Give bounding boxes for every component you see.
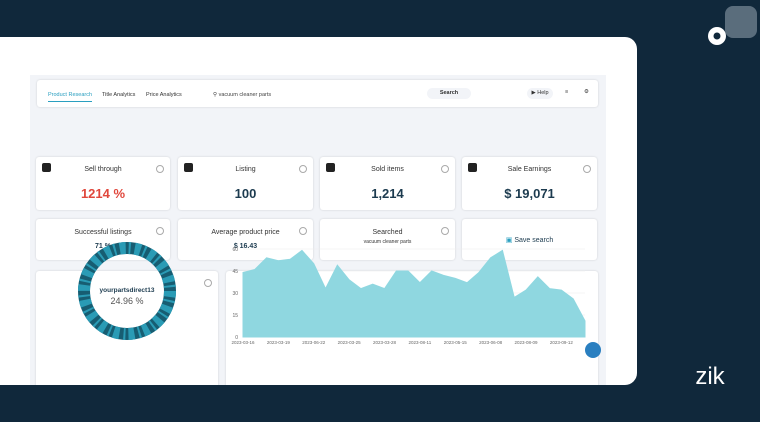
save-search-text: Save search [514, 237, 554, 244]
logo: zik [695, 363, 725, 390]
stat-title: Successful listings [74, 229, 132, 236]
stat-card: Searched vacuum cleaner parts [320, 219, 455, 260]
y-tick-label: 45 [232, 269, 238, 275]
kpi-value: 1214 % [80, 186, 126, 201]
area [242, 249, 586, 338]
eye-pupil [713, 32, 721, 40]
tab[interactable]: Price Analytics [146, 92, 182, 98]
kpi-value: $ 19,071 [504, 186, 555, 201]
search-button[interactable]: Search [427, 88, 471, 99]
x-tick-label: 2023-03-25 [338, 340, 362, 345]
info-icon [441, 227, 449, 235]
menu-icon[interactable]: ≡ [565, 89, 569, 95]
area-chart: 0 15 30 45 60 2023-03-16 2023-03-19 2023-06-22 2… [231, 247, 586, 345]
x-tick-label: 2023-06-22 [302, 340, 326, 345]
x-tick-label: 2023-09-12 [550, 340, 574, 345]
save-search[interactable]: ▣ Save search [505, 237, 554, 244]
y-tick-label: 30 [232, 291, 238, 297]
kpi-title: Listing [235, 166, 256, 173]
stat-value: 71 % [95, 243, 111, 250]
info-icon [156, 227, 164, 235]
x-tick-label: 2023-05-15 [444, 340, 468, 345]
icon [468, 163, 477, 172]
search-text: vacuum cleaner parts [218, 92, 272, 98]
search-input[interactable]: ⚲ vacuum cleaner parts [213, 92, 272, 98]
y-tick-label: 15 [232, 313, 238, 319]
x-tick-label: 2023-03-16 [231, 340, 255, 345]
donut-value: 24.96 % [110, 296, 143, 306]
info-icon [583, 165, 591, 173]
x-tick-label: 2023-08-11 [409, 340, 432, 345]
y-tick-label: 60 [232, 247, 238, 253]
donut-segments [78, 242, 176, 340]
save-search-card[interactable]: ▣ Save search [462, 219, 597, 260]
kpi-card: Sold items 1,214 [320, 157, 455, 210]
info-icon [156, 165, 164, 173]
help-text: Help [537, 90, 549, 96]
x-tick-label: 2023-03-28 [373, 340, 397, 345]
chat-bubble[interactable] [585, 342, 601, 358]
x-tick-label: 2023-08-09 [515, 340, 539, 345]
donut-label: yourpartsdirect13 [100, 287, 155, 294]
kpi-value: 1,214 [371, 186, 404, 201]
settings-icon[interactable]: ⚙ [584, 89, 589, 95]
stat-value: vacuum cleaner parts [363, 239, 412, 245]
stat-value: $ 16.43 [233, 243, 258, 250]
nav-bar: Product Research Title Analytics Price A… [37, 80, 598, 107]
kpi-title: Sold items [371, 166, 404, 173]
info-icon [299, 165, 307, 173]
y-tick-label: 0 [235, 335, 238, 341]
stat-title: Average product price [211, 229, 280, 236]
info-icon [441, 165, 449, 173]
kpi-title: Sale Earnings [507, 166, 552, 173]
kpi-title: Sell through [84, 166, 122, 173]
icon [42, 163, 51, 172]
tab[interactable]: Product Research [48, 92, 93, 102]
kpi-card: Sell through 1214 % [36, 157, 170, 210]
x-tick-label: 2023-06-08 [479, 340, 503, 345]
stat-title: Searched [372, 229, 403, 236]
stat-card: Average product price $ 16.43 [178, 219, 313, 260]
info-icon [299, 227, 307, 235]
icon [326, 163, 335, 172]
camera-button[interactable] [725, 6, 757, 38]
tab[interactable]: Title Analytics [102, 92, 136, 98]
info-icon [204, 279, 212, 287]
kpi-value: 100 [234, 186, 257, 201]
x-tick-label: 2023-03-19 [267, 340, 291, 345]
kpi-card: Sale Earnings $ 19,071 [462, 157, 597, 210]
icon [184, 163, 193, 172]
help-button[interactable]: ▶ Help [527, 88, 553, 99]
kpi-card: Listing 100 [178, 157, 313, 210]
